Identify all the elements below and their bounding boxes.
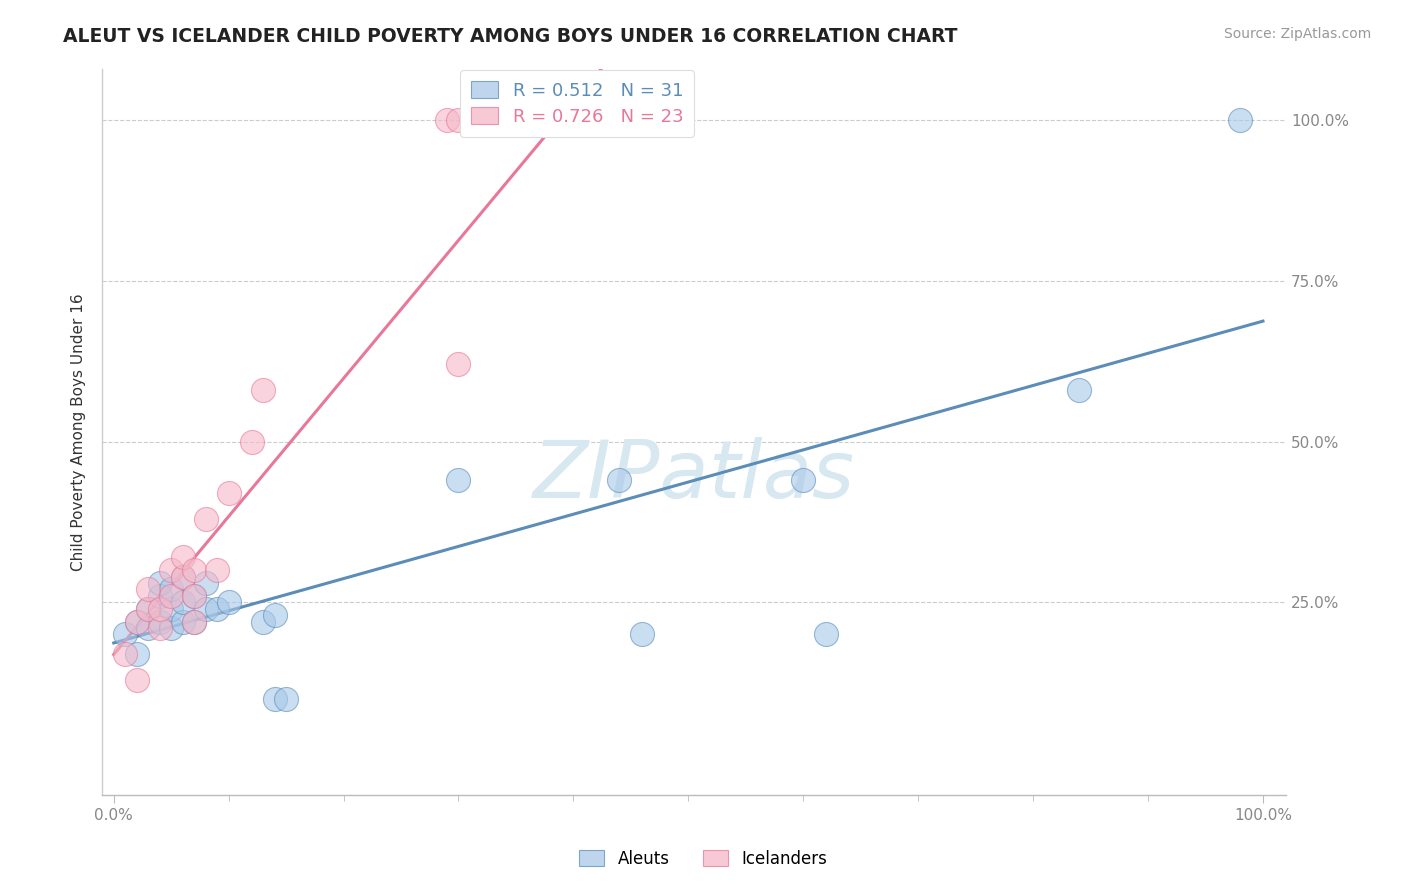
- Point: [136, 582, 159, 597]
- Point: [183, 589, 205, 603]
- Point: [172, 569, 194, 583]
- Point: [172, 595, 194, 609]
- Point: [436, 112, 458, 127]
- Point: [114, 627, 136, 641]
- Point: [149, 621, 172, 635]
- Point: [114, 647, 136, 661]
- Point: [631, 627, 654, 641]
- Point: [136, 601, 159, 615]
- Point: [194, 512, 217, 526]
- Point: [205, 563, 228, 577]
- Point: [205, 601, 228, 615]
- Point: [172, 569, 194, 583]
- Text: ALEUT VS ICELANDER CHILD POVERTY AMONG BOYS UNDER 16 CORRELATION CHART: ALEUT VS ICELANDER CHILD POVERTY AMONG B…: [63, 27, 957, 45]
- Point: [172, 550, 194, 565]
- Point: [125, 647, 148, 661]
- Point: [125, 615, 148, 629]
- Point: [252, 383, 274, 397]
- Point: [160, 621, 183, 635]
- Text: ZIPatlas: ZIPatlas: [533, 436, 855, 515]
- Point: [136, 601, 159, 615]
- Point: [183, 589, 205, 603]
- Point: [263, 608, 285, 623]
- Point: [172, 615, 194, 629]
- Point: [125, 615, 148, 629]
- Point: [1067, 383, 1090, 397]
- Point: [447, 112, 470, 127]
- Point: [136, 621, 159, 635]
- Point: [218, 486, 240, 500]
- Point: [218, 595, 240, 609]
- Point: [125, 673, 148, 687]
- Point: [447, 473, 470, 487]
- Point: [447, 357, 470, 371]
- Point: [609, 473, 631, 487]
- Point: [149, 589, 172, 603]
- Text: Source: ZipAtlas.com: Source: ZipAtlas.com: [1223, 27, 1371, 41]
- Point: [1229, 112, 1251, 127]
- Point: [183, 615, 205, 629]
- Point: [194, 576, 217, 591]
- Point: [183, 563, 205, 577]
- Legend: R = 0.512   N = 31, R = 0.726   N = 23: R = 0.512 N = 31, R = 0.726 N = 23: [460, 70, 695, 136]
- Point: [149, 615, 172, 629]
- Y-axis label: Child Poverty Among Boys Under 16: Child Poverty Among Boys Under 16: [72, 293, 86, 571]
- Point: [183, 615, 205, 629]
- Point: [240, 434, 263, 449]
- Point: [160, 601, 183, 615]
- Point: [274, 691, 297, 706]
- Point: [149, 576, 172, 591]
- Point: [160, 563, 183, 577]
- Legend: Aleuts, Icelanders: Aleuts, Icelanders: [572, 844, 834, 875]
- Point: [160, 582, 183, 597]
- Point: [631, 112, 654, 127]
- Point: [160, 589, 183, 603]
- Point: [194, 601, 217, 615]
- Point: [815, 627, 838, 641]
- Point: [263, 691, 285, 706]
- Point: [252, 615, 274, 629]
- Point: [792, 473, 814, 487]
- Point: [149, 601, 172, 615]
